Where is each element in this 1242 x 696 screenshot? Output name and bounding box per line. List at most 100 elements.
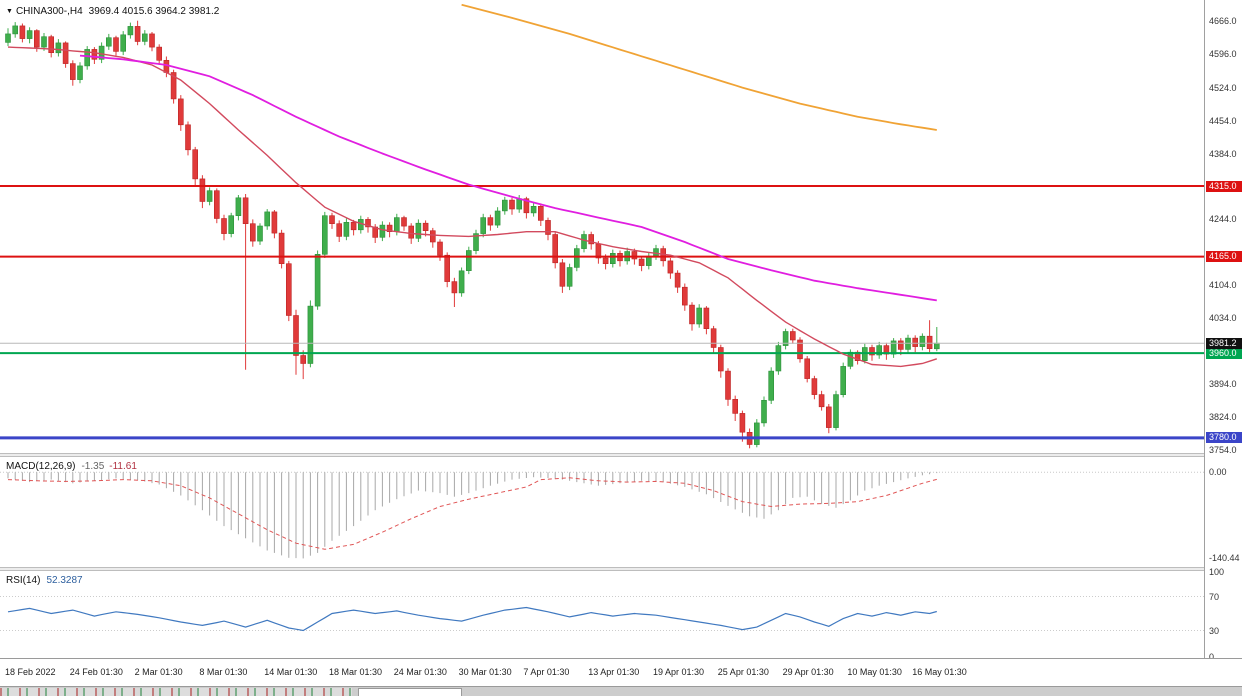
dropdown-marker-icon: ▼ xyxy=(6,8,13,15)
time-axis-label: 24 Mar 01:30 xyxy=(393,667,447,677)
macd-name: MACD(12,26,9) xyxy=(6,461,76,472)
candle-body xyxy=(609,253,616,265)
time-axis-label: 2 Mar 01:30 xyxy=(134,667,183,677)
ohlc-readout: 3969.4 4015.6 3964.2 3981.2 xyxy=(88,6,220,17)
candle-body xyxy=(214,190,220,219)
candle-body xyxy=(789,331,796,341)
price-axis-label: 3824.0 xyxy=(1209,412,1237,423)
time-axis-label: 16 May 01:30 xyxy=(912,667,967,677)
price-badge: 4315.0 xyxy=(1206,180,1242,192)
price-axis-label: 4104.0 xyxy=(1209,280,1237,291)
time-axis-label: 30 Mar 01:30 xyxy=(458,667,512,677)
price-axis-label: 4244.0 xyxy=(1209,214,1237,225)
time-axis-label: 7 Apr 01:30 xyxy=(523,667,570,677)
candle-body xyxy=(581,234,587,249)
candle-body xyxy=(228,215,234,234)
candle-body xyxy=(926,335,933,350)
rsi-axis-label: 100 xyxy=(1209,566,1225,577)
time-axis-label: 18 Mar 01:30 xyxy=(329,667,383,677)
candle-body xyxy=(516,198,523,210)
candle-body xyxy=(509,199,515,210)
price-badge: 4165.0 xyxy=(1206,251,1242,263)
candle-body xyxy=(717,347,724,372)
rsi-indicator-label: RSI(14) 52.3287 xyxy=(6,575,83,586)
candle-body xyxy=(768,370,775,401)
candle-body xyxy=(12,25,18,35)
candle-body xyxy=(70,63,76,80)
bottom-bar-tab[interactable] xyxy=(358,688,462,696)
macd-histogram xyxy=(7,472,938,559)
candle-body xyxy=(250,223,256,242)
candle-body xyxy=(149,33,155,48)
candle-body xyxy=(653,248,659,257)
candle-body xyxy=(84,49,90,67)
candle-body xyxy=(329,215,335,224)
candle-body xyxy=(559,262,566,287)
candle-body xyxy=(869,347,875,356)
candle-body xyxy=(905,337,911,350)
candle-body xyxy=(753,422,760,445)
macd-signal-value: -11.61 xyxy=(109,461,137,472)
candle-body xyxy=(638,258,645,266)
rsi-axis-label: 0 xyxy=(1209,651,1215,662)
chart-title: ▼ CHINA300-,H4 3969.4 4015.6 3964.2 3981.2 xyxy=(6,6,219,17)
candle-body xyxy=(689,304,695,325)
price-axis[interactable]: 4666.0 4596.0 4524.0 4454.0 4384.0 4244.0 4104… xyxy=(1204,0,1242,662)
candle-body xyxy=(825,406,832,428)
candle-body xyxy=(285,263,292,316)
candle-body xyxy=(667,260,674,274)
panel-separator[interactable] xyxy=(0,453,1242,457)
candle-body xyxy=(739,413,746,433)
candle-body xyxy=(26,30,33,39)
candle-body xyxy=(401,217,407,227)
candle-body xyxy=(134,26,141,42)
candle-body xyxy=(379,224,386,238)
candle-body xyxy=(19,25,26,39)
price-axis-label: 4666.0 xyxy=(1209,15,1237,26)
candle-body xyxy=(91,49,98,60)
candle-body xyxy=(393,217,400,233)
candle-body xyxy=(833,394,839,428)
candle-body xyxy=(235,197,242,217)
candle-body xyxy=(818,394,825,408)
symbol-timeframe-label: CHINA300-,H4 xyxy=(15,6,83,17)
candle-body xyxy=(77,65,83,80)
time-axis[interactable]: 18 Feb 2022 24 Feb 01:30 2 Mar 01:30 8 Mar … xyxy=(0,658,1242,686)
candle-body xyxy=(588,234,595,245)
time-axis-label: 8 Mar 01:30 xyxy=(199,667,248,677)
candle-body xyxy=(41,36,47,48)
price-badge: 3981.2 xyxy=(1206,337,1242,349)
rsi-plot[interactable] xyxy=(0,571,1204,658)
time-axis-label: 18 Feb 2022 xyxy=(5,667,56,677)
candle-body xyxy=(192,149,198,180)
candle-body xyxy=(5,33,11,43)
rsi-axis-label: 30 xyxy=(1209,626,1220,636)
candle-body xyxy=(912,337,919,347)
time-axis-label: 24 Feb 01:30 xyxy=(69,667,123,677)
candle-body xyxy=(566,267,573,287)
candle-body xyxy=(415,222,422,239)
macd-plot[interactable] xyxy=(0,457,1204,567)
time-axis-label: 19 Apr 01:30 xyxy=(653,667,705,677)
candle-body xyxy=(33,30,40,48)
candle-body xyxy=(919,335,926,347)
rsi-axis-label: 70 xyxy=(1209,592,1220,602)
candle-body xyxy=(761,399,767,424)
candle-body xyxy=(465,250,472,272)
candle-body xyxy=(811,378,818,395)
panel-separator[interactable] xyxy=(0,567,1242,571)
candle-body xyxy=(242,197,249,225)
bottom-bar-texture xyxy=(0,688,352,696)
candle-body xyxy=(142,33,148,42)
candle-body xyxy=(365,219,371,228)
price-axis-label: 4454.0 xyxy=(1209,115,1237,126)
macd-axis-label: -140.44 xyxy=(1209,553,1240,564)
candle-body xyxy=(293,315,299,356)
rsi-value: 52.3287 xyxy=(46,575,83,586)
candle-body xyxy=(530,206,537,214)
candle-body xyxy=(314,254,321,307)
price-axis-label: 3894.0 xyxy=(1209,379,1237,390)
candle-body xyxy=(178,98,184,126)
main-chart-plot[interactable] xyxy=(0,0,1204,453)
